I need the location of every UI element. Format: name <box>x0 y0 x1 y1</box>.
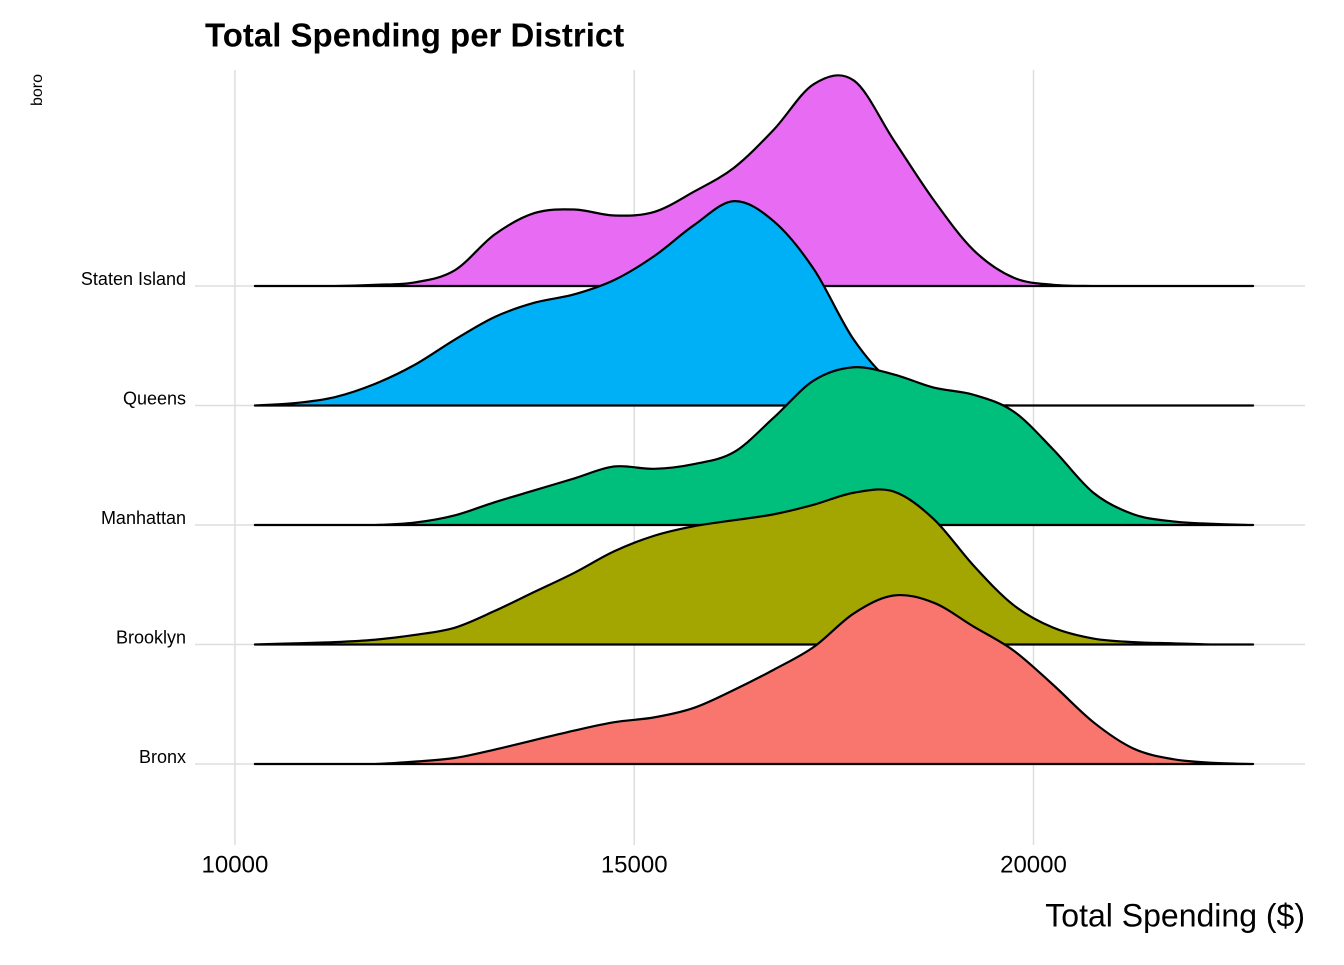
density-ridge <box>253 488 1255 646</box>
x-tick-label: 10000 <box>202 851 269 878</box>
density-ridge <box>253 200 1255 407</box>
x-tick-label: 15000 <box>601 851 668 878</box>
x-tick-label: 20000 <box>1000 851 1067 878</box>
y-tick-label: Bronx <box>139 747 186 767</box>
density-ridge <box>253 593 1255 766</box>
y-tick-label: Staten Island <box>81 269 186 289</box>
chart-title: Total Spending per District <box>205 17 624 54</box>
y-axis-label: boro <box>29 74 46 106</box>
y-tick-label: Brooklyn <box>116 627 186 647</box>
y-tick-label: Queens <box>123 388 186 408</box>
y-tick-label: Manhattan <box>101 508 186 528</box>
x-axis-label: Total Spending ($) <box>1045 897 1305 933</box>
density-ridge <box>253 366 1255 527</box>
density-ridge <box>253 74 1255 288</box>
